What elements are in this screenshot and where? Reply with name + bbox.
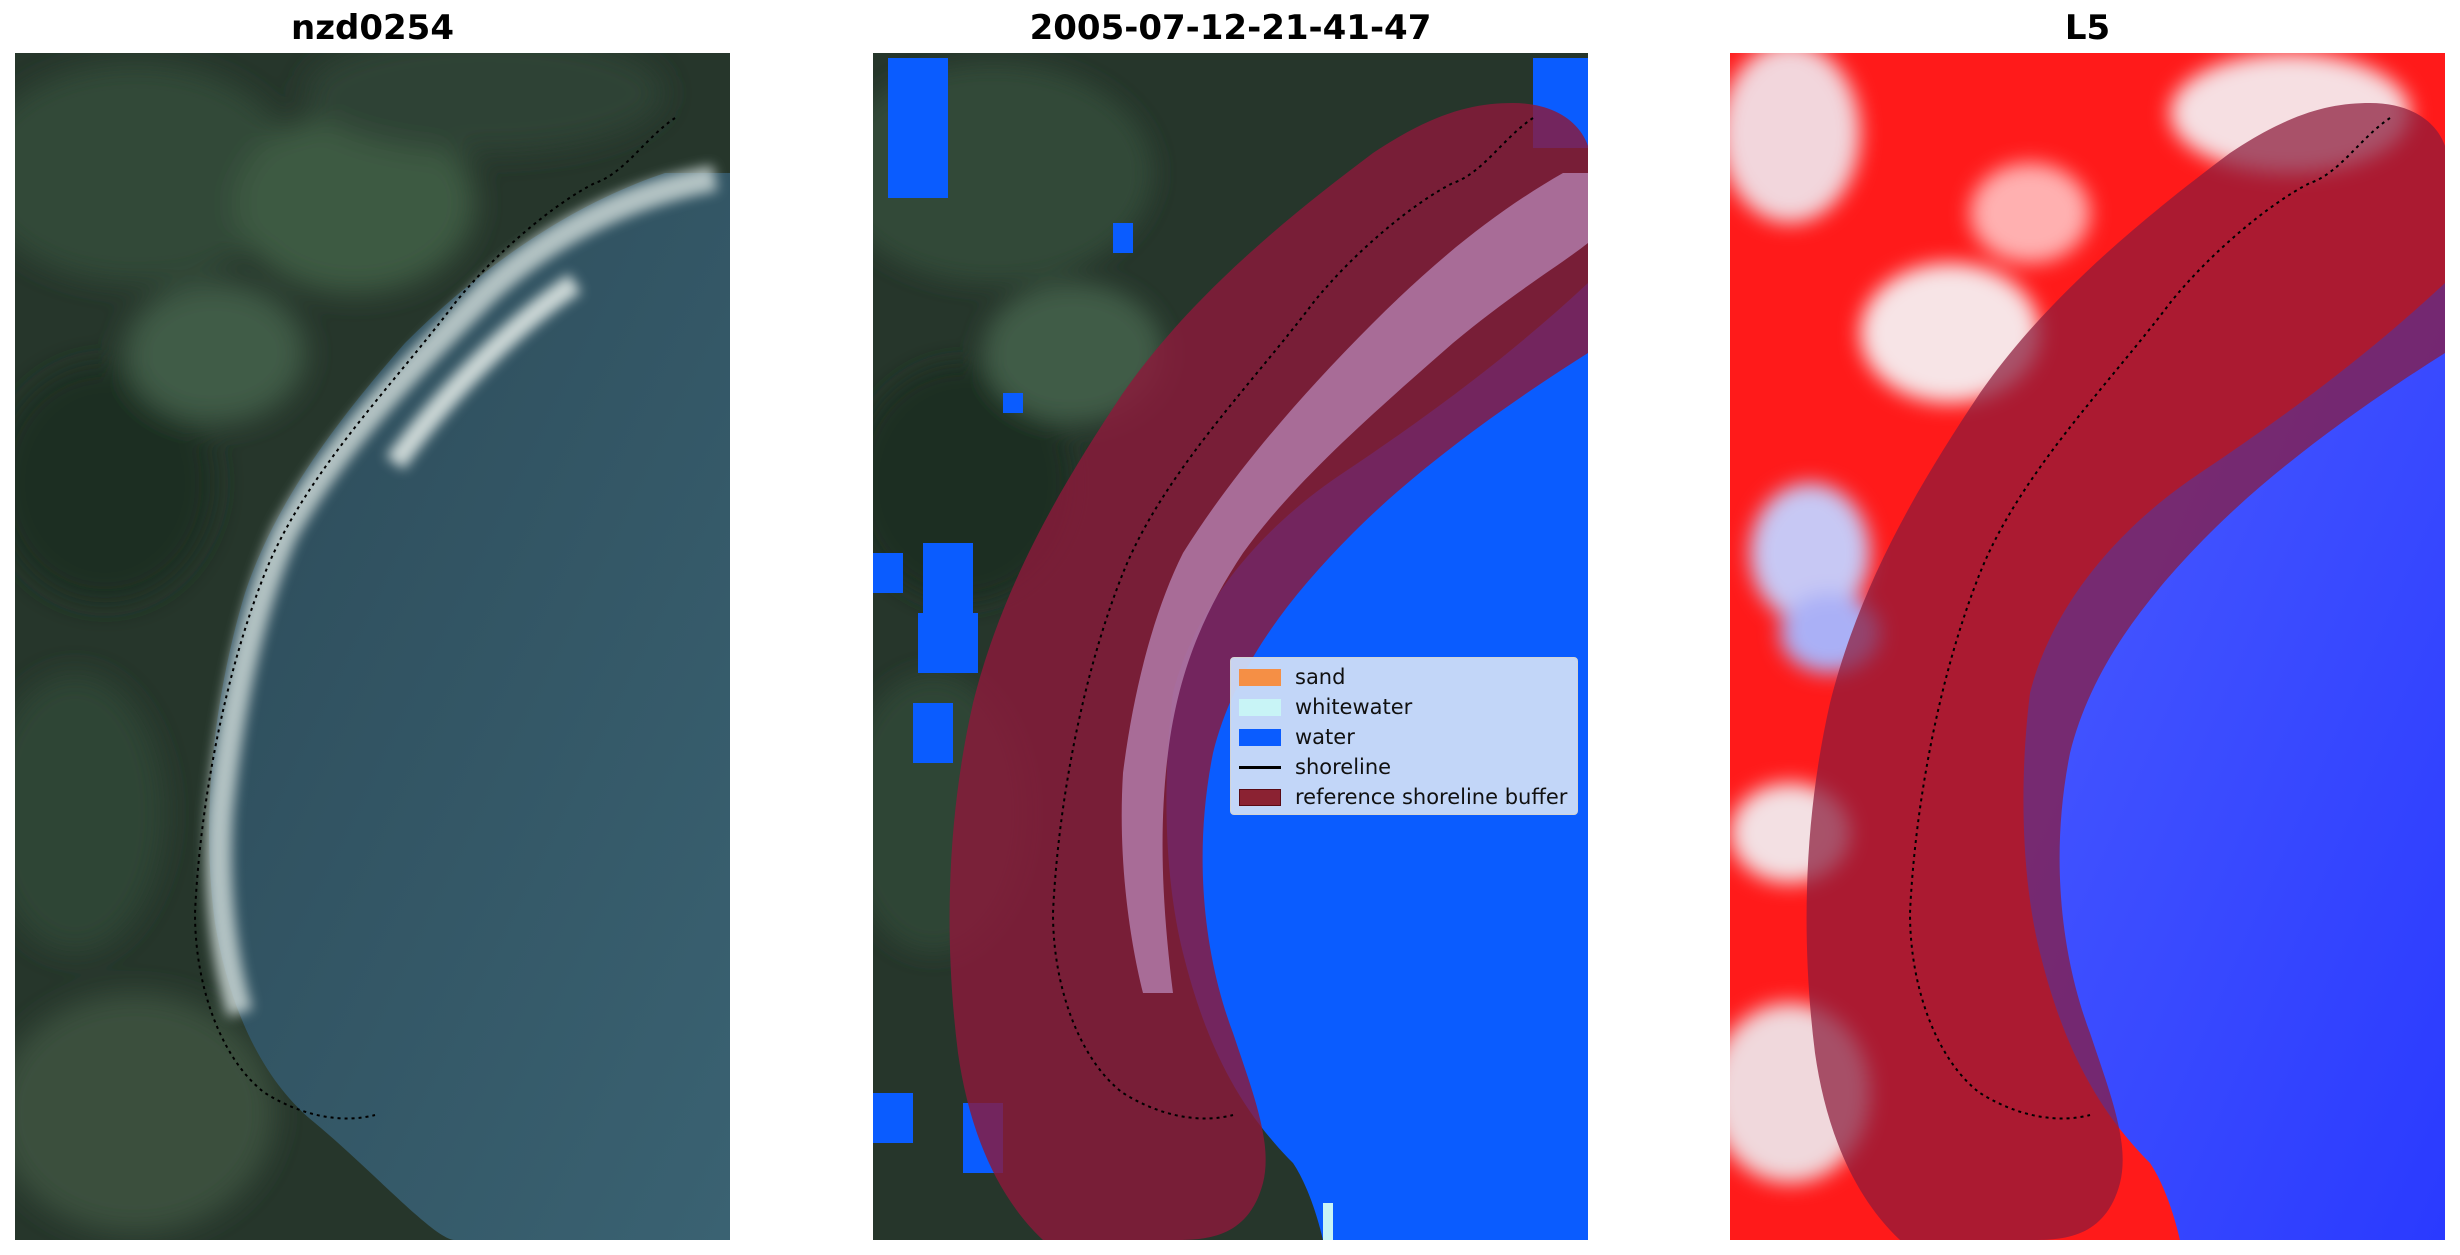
rgb-satellite-image [15,53,730,1240]
index-image-panel [1730,53,2445,1240]
classified-image-panel [873,53,1588,1240]
legend-label: water [1295,725,1355,749]
panel-title-classified: 2005-07-12-21-41-47 [1029,8,1432,48]
legend-label: reference shoreline buffer [1295,785,1568,809]
reference-shoreline-buffer [949,103,1588,1240]
index-image [1730,53,2445,1240]
legend-item-buffer: reference shoreline buffer [1239,782,1577,812]
shoreline-line [1051,117,1534,1120]
reference-shoreline-buffer [1806,103,2445,1240]
whitewater-swatch [1239,698,1281,716]
legend-item-shoreline: shoreline [1239,752,1577,782]
shoreline-line [1908,117,2391,1120]
water-swatch [1239,728,1281,746]
legend-item-whitewater: whitewater [1239,692,1577,722]
buffer-swatch [1239,788,1281,806]
legend: sand whitewater water shoreline referenc… [1230,657,1578,815]
classified-image [873,53,1588,1240]
sand-swatch [1239,668,1281,686]
legend-item-water: water [1239,722,1577,752]
legend-label: whitewater [1295,695,1413,719]
rgb-image-panel [15,53,730,1240]
legend-label: shoreline [1295,755,1392,779]
legend-item-sand: sand [1239,662,1577,692]
panel-title-rgb: nzd0254 [291,8,454,48]
shoreline-swatch [1239,765,1281,769]
panel-title-index: L5 [2064,8,2111,48]
legend-label: sand [1295,665,1346,689]
shoreline-line [193,117,676,1120]
